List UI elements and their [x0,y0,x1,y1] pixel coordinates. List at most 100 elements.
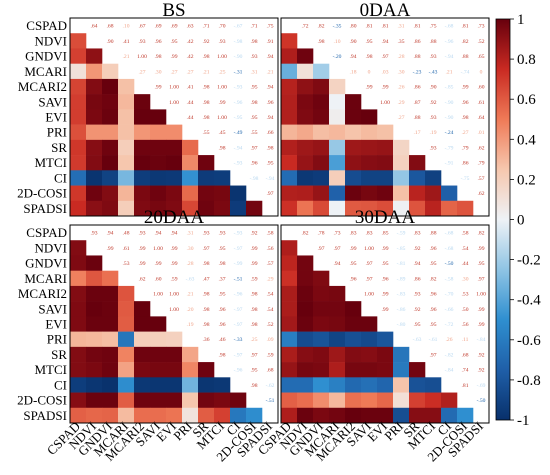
heatmap-cell [345,407,362,424]
correlation-value-label: .96 [155,39,162,45]
heatmap-cell [198,170,215,186]
correlation-value-label: .73 [478,24,485,30]
heatmap-cell [70,48,87,64]
correlation-value-label: .46 [219,337,226,343]
correlation-value-label: -.75 [461,176,470,182]
correlation-value-label: -.89 [397,276,406,282]
correlation-value-label: .99 [139,261,146,267]
heatmap-cell [70,392,87,409]
heatmap-cell [457,407,474,424]
correlation-value-label: .86 [414,85,421,91]
heatmap-cell [118,407,135,424]
heatmap-cell [182,377,199,393]
heatmap-cell [70,94,87,110]
correlation-value-label: .90 [430,85,437,91]
correlation-value-label: .98 [251,292,258,298]
correlation-value-label: -.50 [477,398,486,404]
heatmap-cell [329,316,346,332]
correlation-value-label: .95 [219,246,226,252]
correlation-value-label: .27 [187,69,194,75]
correlation-value-label: .94 [171,231,178,237]
correlation-value-label: .95 [251,115,258,121]
correlation-value-label: .28 [398,54,405,60]
heatmap-cell [393,407,410,424]
correlation-value-label: .81 [366,24,373,30]
correlation-value-label: .81 [462,24,469,30]
correlation-value-label: .54 [462,246,469,252]
correlation-value-label: -.31 [234,69,243,75]
correlation-value-label: .67 [139,24,146,30]
heatmap-cell [182,155,199,171]
correlation-value-label: .96 [462,100,469,106]
correlation-value-label: .93 [430,145,437,151]
heatmap-cell [281,139,298,156]
heatmap-cell [214,185,231,202]
correlation-value-label: .99 [107,246,114,252]
correlation-value-label: -.98 [250,176,259,182]
heatmap-cell [313,301,330,317]
heatmap-cell [198,377,215,393]
heatmap-cell [150,407,167,424]
heatmap-cell [297,63,314,80]
heatmap-cell [329,362,346,378]
correlation-value-label: -.81 [397,261,406,267]
correlation-value-label: .26 [446,337,453,343]
correlation-value-label: .59 [267,352,274,358]
correlation-value-label: 1.00 [153,246,163,252]
heatmap-cell [281,270,298,287]
heatmap-cell [281,331,298,348]
correlation-value-label: .99 [366,85,373,91]
heatmap-cell [313,270,330,287]
heatmap-cell [345,124,362,141]
heatmap-cell [70,124,87,141]
heatmap-cell [182,392,199,409]
heatmap-cell [166,155,183,171]
heatmap-cell [297,48,314,64]
heatmap-cell [70,346,87,363]
correlation-value-label: -.91 [445,161,454,167]
heatmap-cell [102,270,119,287]
correlation-value-label: .97 [366,276,373,282]
heatmap-cell [102,392,119,409]
correlation-value-label: .01 [478,130,485,136]
heatmap-cell [70,33,87,49]
heatmap-cell [281,185,298,202]
heatmap-cell [361,155,378,171]
correlation-value-label: .98 [462,115,469,121]
correlation-value-label: -.97 [234,307,243,313]
heatmap-cell [134,316,151,332]
correlation-value-label: .93 [219,231,226,237]
heatmap-cell [361,124,378,141]
correlation-value-label: .95 [251,368,258,374]
heatmap-cell [134,139,151,156]
correlation-value-label: -.98 [234,39,243,45]
correlation-value-label: .95 [219,292,226,298]
heatmap-cell [198,185,215,202]
heatmap-cell [150,124,167,141]
correlation-value-label: 1.00 [364,292,374,298]
correlation-value-label: .60 [478,85,485,91]
row-label: 2D-COSI [17,393,67,408]
heatmap-cell [150,109,167,125]
heatmap-cell [198,362,215,378]
correlation-value-label: -.72 [445,322,454,328]
heatmap-cell [86,407,103,424]
correlation-value-label: .99 [155,85,162,91]
correlation-value-label: .78 [318,231,325,237]
correlation-value-label: -.66 [445,307,454,313]
heatmap-cell [409,170,426,186]
row-label: CI [54,170,67,185]
correlation-value-label: .17 [414,130,421,136]
correlation-value-label: -.96 [445,39,454,45]
correlation-value-label: .70 [219,24,226,30]
heatmap-cell [70,362,87,378]
correlation-value-label: .75 [267,24,274,30]
correlation-value-label: .99 [462,85,469,91]
correlation-value-label: .95 [251,85,258,91]
correlation-value-label: .54 [267,307,274,313]
correlation-value-label: -.62 [266,383,275,389]
correlation-value-label: .30 [462,276,469,282]
correlation-value-label: -.94 [266,176,275,182]
correlation-value-label: .93 [219,39,226,45]
